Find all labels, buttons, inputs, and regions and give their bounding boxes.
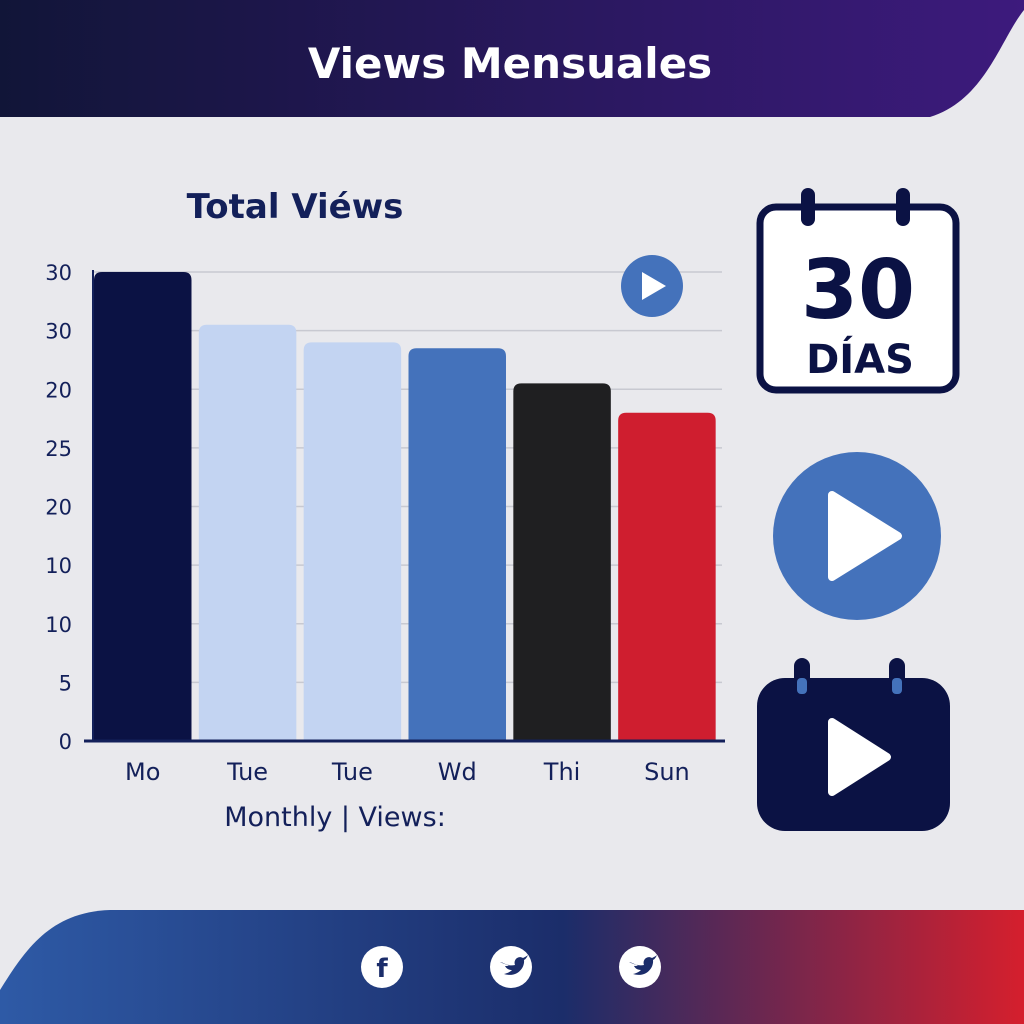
chart-title: Total Viéws xyxy=(187,187,404,227)
y-axis-ticks: 0 5 10 10 20 25 20 30 30 xyxy=(45,261,72,754)
facebook-icon-circle xyxy=(361,946,403,988)
bar xyxy=(408,348,506,741)
y-tick-label: 25 xyxy=(45,437,72,461)
x-tick-label: Mo xyxy=(125,758,160,786)
calendar-play-ring-left-inner xyxy=(797,678,807,694)
y-tick-label: 5 xyxy=(59,671,72,695)
facebook-icon[interactable]: f xyxy=(361,946,403,988)
x-tick-label: Sun xyxy=(644,758,690,786)
calendar-number: 30 xyxy=(801,243,915,338)
bar xyxy=(303,342,402,741)
play-icon xyxy=(828,491,902,581)
calendar-label: DÍAS xyxy=(806,335,914,383)
bar xyxy=(513,383,611,741)
x-tick-label: Tue xyxy=(331,758,373,786)
twitter-icon-bird xyxy=(500,955,528,975)
calendar-play-icon xyxy=(757,658,950,831)
twitter-icon-bird xyxy=(629,955,657,975)
play-badge[interactable] xyxy=(621,255,683,317)
x-axis-label: Monthly | Views: xyxy=(224,802,446,833)
bar xyxy=(618,412,716,741)
y-tick-label: 30 xyxy=(45,320,72,344)
play-icon xyxy=(642,272,666,300)
facebook-icon-glyph: f xyxy=(376,954,388,984)
y-tick-label: 10 xyxy=(45,554,72,578)
bars xyxy=(94,272,716,741)
twitter-icon[interactable] xyxy=(619,946,661,988)
x-axis-ticks: Mo Tue Tue Wd Thi Sun xyxy=(125,758,690,786)
calendar-icon: 30 DÍAS xyxy=(756,188,960,394)
social-icons: f xyxy=(361,946,661,988)
y-tick-label: 30 xyxy=(45,261,72,285)
x-tick-label: Wd xyxy=(438,758,477,786)
x-tick-label: Thi xyxy=(543,758,581,786)
play-icon xyxy=(828,718,891,796)
y-tick-label: 20 xyxy=(45,496,72,520)
page-title: Views Mensuales xyxy=(308,39,712,88)
calendar-play-ring-right-inner xyxy=(892,678,902,694)
twitter-icon[interactable] xyxy=(490,946,532,988)
calendar-ring-right xyxy=(896,188,910,226)
x-tick-label: Tue xyxy=(226,758,268,786)
y-tick-label: 20 xyxy=(45,378,72,402)
gridlines xyxy=(93,271,722,684)
header-band xyxy=(0,0,1024,117)
calendar-frame xyxy=(756,203,960,394)
y-tick-label: 10 xyxy=(45,613,72,637)
bar-chart: Total Viéws 0 5 10 10 20 25 20 30 30 Mo Tue Tue Wd T… xyxy=(45,187,725,833)
y-tick-label: 0 xyxy=(59,730,72,754)
bar xyxy=(94,272,192,741)
calendar-ring-left xyxy=(801,188,815,226)
bar xyxy=(198,324,297,741)
play-circle-button[interactable] xyxy=(773,452,941,620)
